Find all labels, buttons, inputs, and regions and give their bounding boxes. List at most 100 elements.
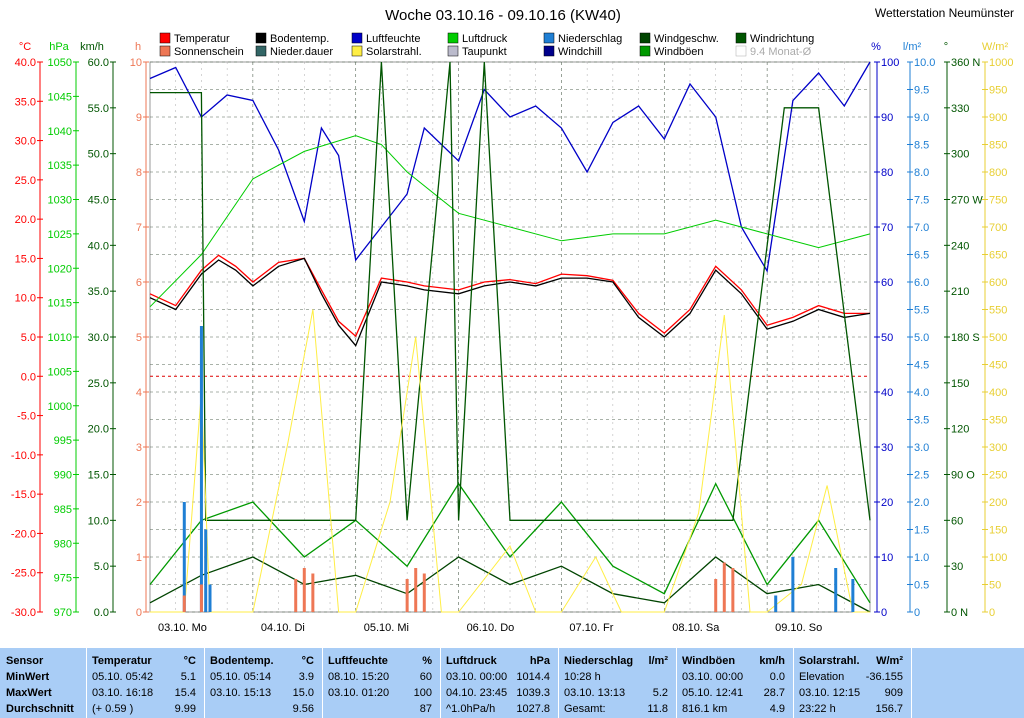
stats-column: Luftdruck hPa 03.10. 00:00 1014.4 04.10. 23:… <box>440 648 559 718</box>
axis-pressure-tick-label: 1010 <box>48 332 72 344</box>
chart-title: Woche 03.10.16 - 09.10.16 (KW40) <box>385 7 621 24</box>
axis-precip-tick-label: 2.5 <box>914 470 929 482</box>
stats-cell-value: 11.8 <box>647 703 668 715</box>
axis-pressure-tick-label: 1020 <box>48 263 72 275</box>
series-sonnenschein-bar <box>731 568 735 612</box>
statistics-table: Sensor MinWert MaxWert Durchschnitt Temperat… <box>0 648 1024 718</box>
axis-pressure-tick-label: 1045 <box>48 91 72 103</box>
stats-cell-label: ^1.0hPa/h <box>446 703 496 715</box>
axis-direction-tick-label: 210 <box>951 286 969 298</box>
stats-cell-label: 03.10. 00:00 <box>446 671 508 683</box>
series-niederschlag-bar <box>834 568 838 612</box>
series-temperatur-line <box>149 254 870 338</box>
stats-cell-label: Elevation <box>799 671 845 683</box>
stats-column: Niederschlag l/m² 10:28 h 03.10. 13:13 5.2 Ge… <box>558 648 677 718</box>
axis-direction-tick-label: 150 <box>951 378 969 390</box>
stats-cell-label: 23:22 h <box>799 703 836 715</box>
stats-cell-value: 5.2 <box>652 687 668 699</box>
axis-solar-tick-label: 1000 <box>989 57 1013 69</box>
axis-wind-tick-label: 55.0 <box>88 103 109 115</box>
axis-humidity-tick-label: 20 <box>881 497 893 509</box>
axis-sunshine-tick-label: 7 <box>136 222 142 234</box>
stats-cell-value: 1014.4 <box>516 671 550 683</box>
series-windgeschw-line <box>149 556 871 613</box>
axis-wind-tick-label: 20.0 <box>88 424 109 436</box>
axis-direction-tick-label: 180 S <box>951 332 980 344</box>
axis-direction-tick-label: 0 N <box>951 607 968 619</box>
stats-cell-label: 08.10. 15:20 <box>328 671 390 683</box>
legend-label-temp: Temperatur <box>174 33 230 45</box>
stats-cell-label: 816.1 km <box>682 703 728 715</box>
axis-wind-unit: km/h <box>80 41 104 53</box>
legend-swatch-niederschlag <box>543 32 555 44</box>
series-sonnenschein-bar <box>294 579 298 612</box>
legend-label-solar: Solarstrahl. <box>366 46 422 58</box>
axis-temperature-tick-label: 10.0 <box>15 293 36 305</box>
series-niederschlag-bar <box>208 584 212 612</box>
stats-cell-value: 3.9 <box>298 671 314 683</box>
axis-wind-tick-label: 40.0 <box>88 240 109 252</box>
axis-temperature-tick-label: -15.0 <box>11 489 36 501</box>
axis-sunshine-tick-label: 5 <box>136 332 142 344</box>
axis-precip-tick-label: 7.0 <box>914 222 929 234</box>
axis-humidity-tick-label: 40 <box>881 387 893 399</box>
axis-temperature-tick-label: -5.0 <box>17 411 36 423</box>
chart-legend: Temperatur Bodentemp. Luftfeuchte Luftdruck… <box>159 32 814 58</box>
axis-temperature-tick-label: -10.0 <box>11 450 36 462</box>
axis-sunshine-tick-label: 10 <box>130 57 142 69</box>
day-label: 08.10. Sa <box>672 622 720 634</box>
stats-cell-label: 04.10. 23:45 <box>446 687 508 699</box>
stats-unit: °C <box>183 655 196 667</box>
axis-direction-tick-label: 360 N <box>951 57 980 69</box>
axis-sunshine-tick-label: 9 <box>136 112 142 124</box>
series-niederschlag-bar <box>791 557 795 612</box>
axis-direction-tick-label: 240 <box>951 240 969 252</box>
stats-unit: W/m² <box>876 655 903 667</box>
axis-precip-tick-label: 1.5 <box>914 525 929 537</box>
axis-solar-tick-label: 50 <box>989 580 1001 592</box>
legend-label-bodentemp: Bodentemp. <box>270 33 329 45</box>
axis-pressure-tick-label: 1015 <box>48 298 72 310</box>
axis-solar-tick-label: 450 <box>989 360 1007 372</box>
stats-header: Temperatur <box>92 655 152 667</box>
series-sonnenschein-bar <box>414 568 418 612</box>
axis-temperature-tick-label: 5.0 <box>21 332 36 344</box>
axis-solar-tick-label: 600 <box>989 277 1007 289</box>
stats-cell-value: -36.155 <box>865 671 903 683</box>
stats-rowlabel: Durchschnitt <box>6 703 74 715</box>
stats-cell-value: 15.0 <box>292 687 314 699</box>
axis-pressure-tick-label: 980 <box>54 538 72 550</box>
axis-temperature-tick-label: -30.0 <box>11 607 36 619</box>
series-sonnenschein-bar <box>422 573 426 612</box>
series-sonnenschein-bar <box>182 595 186 612</box>
axis-pressure-tick-label: 990 <box>54 470 72 482</box>
legend-label-windboeen: Windböen <box>654 46 704 58</box>
stats-cell-value: 87 <box>419 703 432 715</box>
legend-label-windrichtung: Windrichtung <box>750 33 814 45</box>
stats-header: Luftfeuchte <box>328 655 388 667</box>
axis-temperature-tick-label: -20.0 <box>11 528 36 540</box>
stats-column: Solarstrahl. W/m² Elevation -36.155 03.10. 1… <box>793 648 912 718</box>
axis-solar-tick-label: 300 <box>989 442 1007 454</box>
stats-header: Bodentemp. <box>210 655 274 667</box>
axis-humidity-tick-label: 0 <box>881 607 887 619</box>
stats-cell-value: 15.4 <box>174 687 196 699</box>
stats-cell-value: 60 <box>419 671 432 683</box>
axis-solar-tick-label: 750 <box>989 195 1007 207</box>
axis-precip-tick-label: 6.0 <box>914 277 929 289</box>
stats-cell-label: 03.10. 00:00 <box>682 671 744 683</box>
legend-swatch-temp <box>159 32 171 44</box>
stats-column: Temperatur °C 05.10. 05:42 5.1 03.10. 16:18 1… <box>86 648 205 718</box>
stats-cell-value: 4.9 <box>769 703 785 715</box>
stats-column-sensor: Sensor MinWert MaxWert Durchschnitt <box>0 648 87 718</box>
axis-direction-tick-label: 90 O <box>951 470 975 482</box>
stats-column: Bodentemp. °C 05.10. 05:14 3.9 03.10. 15:13 1… <box>204 648 323 718</box>
axis-precip-tick-label: 5.5 <box>914 305 929 317</box>
axis-direction-tick-label: 330 <box>951 103 969 115</box>
series-bodentemp-line <box>149 257 871 347</box>
axis-wind-tick-label: 35.0 <box>88 286 109 298</box>
series-sonnenschein-bar <box>302 568 306 612</box>
stats-cell-label: 03.10. 16:18 <box>92 687 154 699</box>
axis-humidity-unit: % <box>871 41 881 53</box>
stats-cell-value: 1027.8 <box>516 703 550 715</box>
